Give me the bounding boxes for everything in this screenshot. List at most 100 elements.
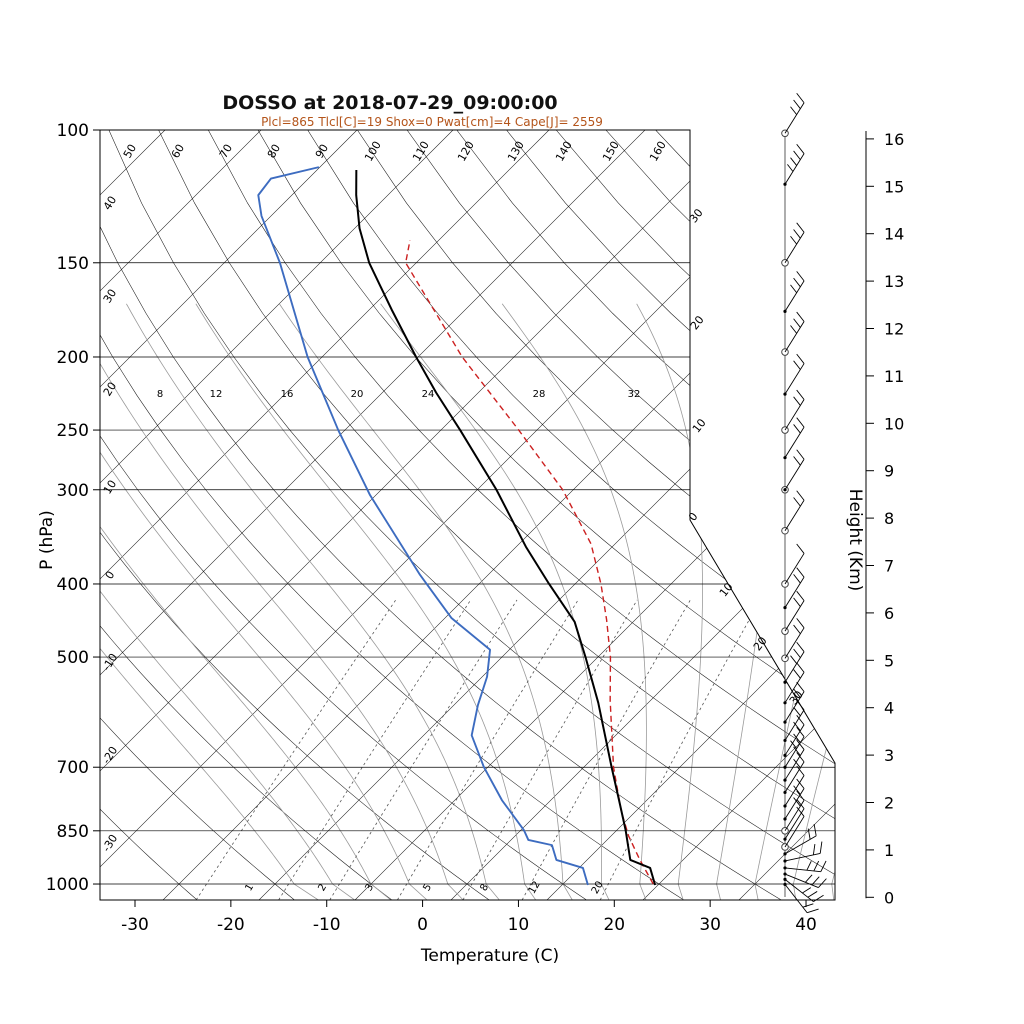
isotherm-line — [100, 130, 742, 900]
moist-adiabat-line — [195, 303, 537, 900]
mixing-ratio-label: 2 — [316, 882, 329, 893]
dry-adiabat-line — [100, 130, 490, 900]
mixing-ratio-line — [195, 599, 397, 900]
dry-adiabat-line — [100, 130, 393, 900]
barb-feather — [796, 681, 805, 692]
barb-shaft — [784, 709, 805, 741]
mixing-ratio-label: 8 — [478, 882, 491, 893]
pressure-tick-label: 1000 — [46, 875, 89, 895]
barb-feather — [819, 841, 823, 854]
moist-adiabat-line — [792, 303, 835, 900]
barb-feather — [796, 790, 805, 801]
barb-shaft — [784, 867, 821, 873]
dry-adiabat-label: 50 — [121, 142, 139, 161]
barb-shaft — [784, 600, 805, 632]
pressure-tick-label: 850 — [57, 822, 89, 842]
barb-shaft — [784, 232, 805, 264]
isotherm-line — [100, 130, 550, 900]
moist-adiabat-line — [754, 303, 835, 900]
mixing-ratio-line — [599, 599, 761, 900]
chart-title: DOSSO at 2018-07-29_09:00:00 — [222, 92, 558, 114]
height-tick-label: 15 — [884, 177, 904, 196]
barb-shaft — [784, 651, 805, 683]
barb-feather — [818, 878, 827, 888]
dry-adiabat-label: 150 — [600, 139, 622, 164]
temperature-curve — [355, 170, 657, 886]
dry-adiabat-line — [257, 130, 835, 900]
temperature-axis-title: Temperature (C) — [420, 946, 560, 966]
barb-feather — [812, 843, 816, 855]
dry-adiabat-line — [100, 130, 295, 900]
moist-adiabat-line — [126, 303, 500, 900]
dry-adiabat-label: 90 — [313, 142, 331, 161]
height-tick-label: 11 — [884, 367, 904, 386]
barb-feather — [811, 876, 820, 886]
isotherm-line — [100, 130, 262, 900]
isotherm-diag-label: 0 — [686, 510, 701, 524]
barb-shaft — [784, 788, 805, 820]
barb-feather — [796, 765, 805, 776]
barb-feather — [796, 271, 805, 282]
height-tick-label: 10 — [884, 414, 904, 433]
moist-adiabat-label: 28 — [533, 389, 546, 400]
pressure-tick-label: 100 — [57, 121, 89, 141]
temperature-tick-label: 0 — [417, 915, 428, 935]
barb-feather — [796, 641, 805, 652]
height-axis-title: Height (Km) — [845, 488, 865, 592]
barb-shaft — [784, 153, 805, 185]
isotherm-right-label: 10 — [690, 416, 709, 435]
temperature-tick-label: 20 — [603, 915, 625, 935]
dry-adiabat-line — [506, 130, 835, 900]
adiabat-left-label: 40 — [101, 194, 119, 213]
barb-feather — [796, 92, 805, 104]
moist-adiabat-line — [501, 303, 647, 900]
barb-feather — [796, 806, 805, 817]
barb-shaft — [784, 627, 805, 659]
plot-frame — [99, 129, 836, 901]
isotherm-diag-label: 10 — [717, 580, 736, 599]
mixing-ratio-line — [462, 599, 638, 900]
barb-feather — [796, 222, 805, 233]
moist-adiabat-label: 16 — [281, 389, 294, 400]
barb-feather — [796, 715, 805, 726]
barb-feather — [787, 164, 794, 172]
adiabat-left-label: 30 — [101, 287, 119, 306]
adiabat-left-label: 10 — [101, 478, 119, 497]
height-tick-label: 16 — [884, 130, 904, 149]
barb-shaft — [784, 736, 805, 768]
mixing-ratio-line — [521, 599, 691, 900]
temperature-tick-label: -20 — [217, 915, 245, 935]
dry-adiabat-line — [100, 130, 198, 900]
barb-shaft — [784, 873, 819, 888]
barb-feather — [796, 739, 805, 750]
pressure-tick-label: 300 — [57, 481, 89, 501]
temperature-tick-label: 40 — [795, 915, 817, 935]
dry-adiabat-line — [605, 130, 835, 900]
barb-shaft — [784, 835, 817, 855]
height-tick-label: 9 — [884, 462, 894, 481]
barb-feather — [793, 456, 801, 466]
pressure-axis-title: P (hPa) — [37, 510, 57, 570]
moist-adiabat-label: 12 — [210, 389, 223, 400]
barb-shaft — [784, 553, 805, 585]
pressure-tick-label: 500 — [57, 648, 89, 668]
barb-feather — [793, 99, 801, 109]
barb-feather — [793, 396, 801, 406]
barb-feather — [796, 143, 805, 154]
barb-shaft — [784, 363, 805, 395]
height-tick-label: 2 — [884, 794, 894, 813]
barb-feather — [805, 874, 813, 883]
barb-feather — [793, 706, 801, 717]
isotherm-line — [642, 130, 835, 900]
moist-adiabat-line — [380, 303, 610, 900]
barb-shaft — [784, 808, 805, 840]
dry-adiabat-label: 80 — [265, 142, 283, 161]
mixing-ratio-line — [397, 599, 579, 900]
barb-feather — [793, 648, 801, 658]
barb-feather — [796, 449, 805, 460]
barb-feather — [790, 157, 798, 166]
barb-feather — [813, 894, 824, 902]
barb-shaft — [784, 426, 805, 458]
